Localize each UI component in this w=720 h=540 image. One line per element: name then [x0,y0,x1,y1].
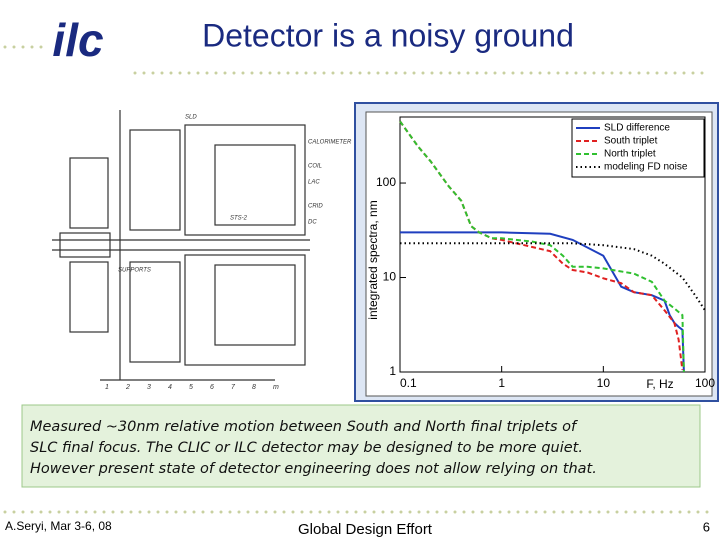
drawing-label: STS-2 [230,216,248,222]
logo: ilc [52,14,103,66]
slide-title: Detector is a noisy ground [202,17,574,53]
body-line: SLC final focus. The CLIC or ILC detecto… [30,440,583,456]
drawing-label: SUPPORTS [118,268,151,274]
scale-label: 2 [125,384,130,391]
x-tick-label: 100 [695,376,715,390]
y-axis-label: integrated spectra, nm [366,200,380,319]
scale-label: 8 [252,384,256,391]
scale-label: 7 [231,384,236,391]
chart: 0.1 1 10 100 1 10 100 SLD difference South tripl… [376,118,715,390]
footer-author: A.Seryi, Mar 3-6, 08 [5,519,112,533]
legend-label: South triplet [604,136,658,147]
y-tick-label: 1 [389,364,396,378]
series-line [399,120,685,373]
y-tick-label: 100 [376,175,396,189]
text-box [21,404,701,488]
x-tick-label: 0.1 [400,376,417,390]
legend-label: North triplet [604,149,656,160]
footer-center: Global Design Effort [298,521,433,538]
plot-area [399,116,706,373]
detector-drawing: SLD CALORIMETER COIL LAC CRID DC STS-2 S… [52,110,352,381]
x-tick-label: 1 [498,376,505,390]
series-line [400,242,706,311]
drawing-label: CRID [308,204,323,210]
drawing-label: CALORIMETER [308,140,352,146]
x-tick-label: 10 [597,376,611,390]
scale-label: 3 [147,384,151,391]
scale-label: 1 [105,384,109,391]
x-axis-label: F, Hz [646,377,673,391]
body-line: However present state of detector engine… [30,461,597,477]
body-line: Measured ~30nm relative motion between S… [30,419,578,435]
drawing-label: DC [308,220,317,226]
legend-label: SLD difference [604,123,670,134]
drawing-label: SLD [185,115,197,121]
drawing-label: COIL [308,164,322,170]
scale-label: 6 [210,384,214,391]
scale-label: m [273,384,279,391]
series-line [399,120,684,371]
scale-label: 5 [189,384,193,391]
y-tick-label: 10 [383,270,397,284]
scale: 1 2 3 4 5 6 7 8 m [105,384,279,391]
legend-label: modeling FD noise [604,162,688,173]
page-number: 6 [703,519,710,534]
drawing-label: LAC [308,180,320,186]
scale-label: 4 [168,384,172,391]
